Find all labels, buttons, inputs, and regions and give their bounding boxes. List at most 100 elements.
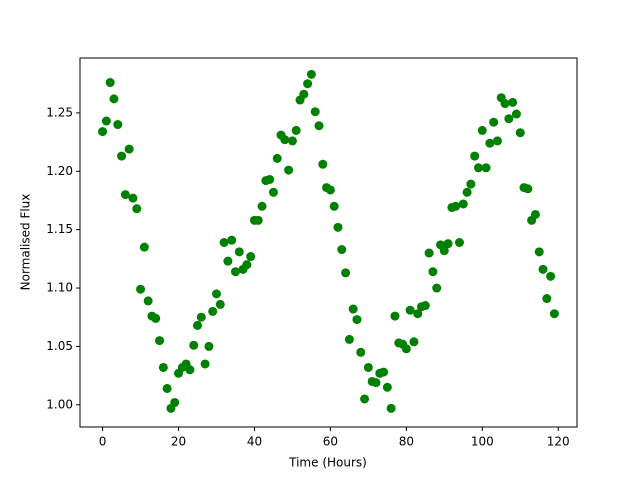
data-point: [492, 136, 502, 146]
data-point: [424, 248, 434, 258]
x-tick-label: 100: [471, 435, 494, 449]
x-tick-label: 60: [323, 435, 338, 449]
data-point: [314, 121, 324, 131]
data-point: [489, 117, 499, 127]
data-point: [538, 264, 548, 274]
data-point: [443, 239, 453, 249]
data-point: [360, 394, 370, 404]
data-point: [303, 79, 313, 89]
data-point: [508, 97, 518, 107]
data-point: [196, 312, 206, 322]
data-point: [504, 114, 514, 124]
data-point: [379, 367, 389, 377]
x-tick-label: 0: [99, 435, 107, 449]
data-point: [200, 359, 210, 369]
x-tick-label: 120: [547, 435, 570, 449]
data-point: [109, 94, 119, 104]
data-point: [136, 284, 146, 294]
data-point: [409, 337, 419, 347]
data-point: [215, 299, 225, 309]
data-point: [477, 125, 487, 135]
data-point: [185, 365, 195, 375]
data-point: [405, 305, 415, 315]
data-point: [363, 362, 373, 372]
data-point: [211, 289, 221, 299]
data-point: [432, 283, 442, 293]
data-point: [227, 235, 237, 245]
x-axis-label: Time (Hours): [288, 456, 367, 470]
data-point: [462, 187, 472, 197]
data-point: [246, 252, 256, 262]
data-point: [230, 267, 240, 277]
data-point: [530, 209, 540, 219]
data-point: [329, 201, 339, 211]
data-point: [120, 190, 130, 200]
y-tick-label: 1.25: [46, 105, 73, 119]
data-point: [515, 128, 525, 138]
data-point: [219, 238, 229, 247]
data-point: [234, 247, 244, 257]
y-tick-label: 1.20: [46, 164, 73, 178]
data-point: [124, 144, 134, 154]
data-point: [268, 187, 278, 197]
data-point: [132, 204, 142, 214]
data-point: [318, 159, 328, 169]
data-point: [139, 242, 149, 252]
y-tick-label: 1.05: [46, 339, 73, 353]
data-point: [291, 125, 301, 135]
data-point: [325, 185, 335, 195]
data-point: [337, 245, 347, 255]
data-point: [113, 120, 123, 130]
data-point: [193, 320, 203, 330]
data-point: [523, 184, 533, 194]
data-point: [280, 135, 290, 145]
data-point: [542, 294, 552, 304]
data-point: [348, 304, 358, 314]
data-point: [265, 174, 275, 184]
data-point: [413, 309, 423, 319]
y-tick-label: 1.15: [46, 222, 73, 236]
data-point: [306, 69, 316, 79]
y-tick-label: 1.10: [46, 281, 73, 295]
data-point: [101, 116, 111, 126]
data-point: [151, 313, 161, 323]
data-point: [223, 256, 233, 266]
data-point: [284, 165, 294, 175]
data-point: [344, 334, 354, 344]
data-point: [546, 271, 556, 281]
data-point: [204, 341, 214, 351]
data-point: [485, 138, 495, 148]
data-point: [356, 347, 366, 357]
data-point: [534, 247, 544, 257]
data-point: [272, 153, 282, 163]
data-point: [500, 99, 510, 109]
data-point: [401, 344, 411, 354]
data-point: [208, 306, 218, 316]
data-point: [287, 136, 297, 146]
data-point: [341, 268, 351, 278]
data-point: [299, 89, 309, 99]
data-point: [128, 193, 138, 203]
x-tick-label: 40: [247, 435, 262, 449]
data-point: [511, 109, 521, 119]
data-point: [458, 199, 468, 209]
data-point: [382, 382, 392, 392]
data-point: [333, 222, 343, 232]
data-point: [470, 151, 480, 161]
data-point: [310, 107, 320, 117]
data-point: [451, 201, 461, 211]
data-point: [352, 315, 362, 325]
y-tick-label: 1.00: [46, 397, 73, 411]
axes-frame: [79, 57, 578, 428]
y-axis-label: Normalised Flux: [19, 194, 33, 291]
data-point: [98, 127, 108, 137]
data-point: [253, 215, 263, 225]
plot-area: [80, 58, 577, 427]
data-point: [257, 201, 267, 211]
data-point: [242, 260, 252, 270]
data-point: [371, 378, 381, 388]
x-tick-label: 20: [171, 435, 186, 449]
data-point: [473, 163, 483, 173]
data-point: [439, 246, 449, 256]
